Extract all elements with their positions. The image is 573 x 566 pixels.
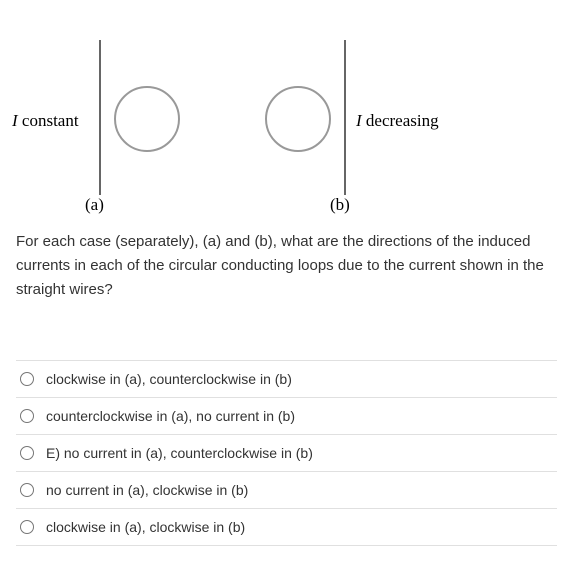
loop-b — [266, 87, 330, 151]
diagram-area: I constant (a) I decreasing (b) — [0, 0, 573, 220]
label-b: I decreasing — [355, 111, 439, 130]
option-label: clockwise in (a), counterclockwise in (b… — [46, 371, 292, 387]
option-label: counterclockwise in (a), no current in (… — [46, 408, 295, 424]
caption-a: (a) — [85, 195, 104, 214]
option-row[interactable]: clockwise in (a), counterclockwise in (b… — [16, 360, 557, 397]
option-radio[interactable] — [20, 409, 34, 423]
option-radio[interactable] — [20, 372, 34, 386]
option-row[interactable]: E) no current in (a), counterclockwise i… — [16, 434, 557, 471]
option-radio[interactable] — [20, 446, 34, 460]
option-label: E) no current in (a), counterclockwise i… — [46, 445, 313, 461]
option-label: no current in (a), clockwise in (b) — [46, 482, 248, 498]
option-row[interactable]: counterclockwise in (a), no current in (… — [16, 397, 557, 434]
option-row[interactable]: no current in (a), clockwise in (b) — [16, 471, 557, 508]
option-radio[interactable] — [20, 483, 34, 497]
physics-diagram: I constant (a) I decreasing (b) — [0, 0, 573, 220]
option-row[interactable]: clockwise in (a), clockwise in (b) — [16, 508, 557, 546]
caption-b: (b) — [330, 195, 350, 214]
question-text: For each case (separately), (a) and (b),… — [0, 220, 573, 302]
option-radio[interactable] — [20, 520, 34, 534]
label-a: I constant — [11, 111, 79, 130]
loop-a — [115, 87, 179, 151]
options-list: clockwise in (a), counterclockwise in (b… — [0, 360, 573, 546]
option-label: clockwise in (a), clockwise in (b) — [46, 519, 245, 535]
